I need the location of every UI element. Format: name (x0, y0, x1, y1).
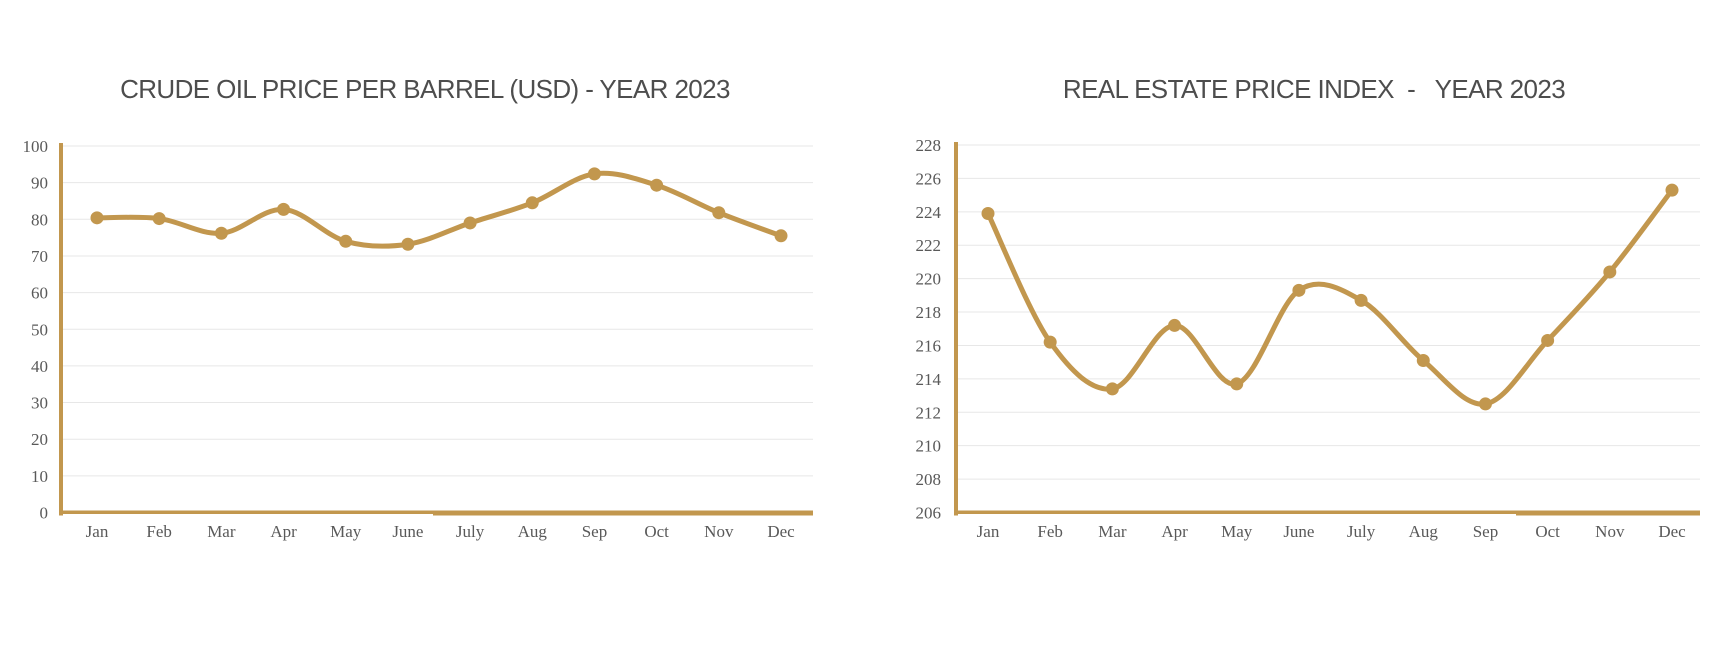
x-axis-tick-label: Feb (146, 522, 172, 541)
y-axis-tick-label: 50 (31, 320, 48, 339)
real-estate-chart: 206 208 210 212 214 216 218 220 222 224 226 228 Jan F… (916, 136, 1700, 541)
x-axis-tick-label: Dec (767, 522, 795, 541)
y-axis-tick-label: 218 (916, 303, 942, 322)
data-point-Mar (214, 226, 228, 240)
y-axis-tick-label: 40 (31, 357, 48, 376)
y-axis-tick-label: 208 (916, 470, 942, 489)
x-axis-tick-label: Nov (1595, 522, 1625, 541)
data-point-Jan (90, 211, 104, 225)
data-point-Dec (774, 229, 788, 243)
data-point-Jan (981, 206, 995, 220)
data-point-Oct (650, 178, 664, 192)
data-point-May (339, 234, 353, 248)
y-axis-tick-label: 30 (31, 394, 48, 413)
data-point-June (1292, 283, 1306, 297)
data-point-Mar (1105, 382, 1119, 396)
y-axis-tick-label: 100 (23, 137, 49, 156)
x-axis-tick-label: June (1283, 522, 1314, 541)
data-point-July (463, 216, 477, 230)
x-axis-tick-label: May (330, 522, 362, 541)
x-axis-tick-label: Aug (518, 522, 548, 541)
data-point-June (401, 237, 415, 251)
crude-oil-chart-title: CRUDE OIL PRICE PER BARREL (USD) - YEAR … (120, 74, 730, 104)
x-axis-line-segment (433, 511, 813, 516)
series-line (94, 170, 784, 249)
data-point-Aug (525, 196, 539, 210)
x-axis-tick-label: Aug (1409, 522, 1439, 541)
y-axis-tick-label: 224 (916, 203, 942, 222)
x-axis-tick-label: Sep (1473, 522, 1499, 541)
y-axis-tick-label: 210 (916, 437, 942, 456)
x-axis-line-segment (1516, 511, 1700, 516)
y-axis-tick-label: 212 (916, 403, 942, 422)
y-axis-tick-label: 228 (916, 136, 942, 155)
y-axis-tick-label: 206 (916, 504, 942, 523)
data-point-May (1230, 377, 1244, 391)
data-point-Apr (277, 202, 291, 216)
y-axis-tick-label: 10 (31, 467, 48, 486)
data-point-Sep (1478, 397, 1492, 411)
x-axis-tick-label: Jan (977, 522, 1000, 541)
y-axis-tick-label: 214 (916, 370, 942, 389)
data-point-Sep (587, 167, 601, 181)
x-axis-tick-label: July (1347, 522, 1376, 541)
y-axis-tick-label: 60 (31, 284, 48, 303)
y-axis-tick-label: 216 (916, 336, 942, 355)
data-point-Aug (1416, 353, 1430, 367)
x-axis-tick-label: Dec (1658, 522, 1686, 541)
data-point-Dec (1665, 183, 1679, 197)
data-point-Nov (1603, 265, 1617, 279)
y-axis-tick-label: 226 (916, 169, 942, 188)
crude-oil-chart: 0 10 20 30 40 50 60 70 80 90 100 Jan Feb Mar Apr May Jun… (23, 137, 813, 541)
real-estate-chart-title: REAL ESTATE PRICE INDEX - YEAR 2023 (1062, 74, 1566, 104)
x-axis-tick-label: Apr (1161, 522, 1188, 541)
data-point-Nov (712, 206, 726, 220)
data-point-Feb (152, 212, 166, 226)
y-axis-tick-label: 0 (40, 504, 49, 523)
data-point-Oct (1541, 333, 1555, 347)
y-axis-tick-label: 222 (916, 236, 942, 255)
x-axis-tick-label: June (392, 522, 423, 541)
x-axis-tick-label: Mar (207, 522, 236, 541)
x-axis-tick-label: May (1221, 522, 1253, 541)
y-axis-line (954, 142, 958, 516)
x-axis-tick-label: Sep (582, 522, 608, 541)
data-point-Apr (1168, 318, 1182, 332)
x-axis-line (954, 510, 1700, 514)
x-axis-tick-label: July (456, 522, 485, 541)
x-axis-tick-label: Oct (644, 522, 669, 541)
x-axis-tick-label: Feb (1037, 522, 1063, 541)
x-axis-tick-label: Nov (704, 522, 734, 541)
data-point-July (1354, 293, 1368, 307)
y-axis-tick-label: 70 (31, 247, 48, 266)
y-axis-tick-label: 80 (31, 210, 48, 229)
x-axis-tick-label: Oct (1535, 522, 1560, 541)
x-axis-tick-label: Apr (270, 522, 297, 541)
y-axis-tick-label: 20 (31, 430, 48, 449)
series-line (985, 187, 1675, 407)
y-axis-line (59, 143, 63, 516)
y-axis-tick-label: 90 (31, 174, 48, 193)
data-point-Feb (1043, 335, 1057, 349)
x-axis-tick-label: Jan (86, 522, 109, 541)
x-axis-tick-label: Mar (1098, 522, 1127, 541)
y-axis-tick-label: 220 (916, 270, 942, 289)
